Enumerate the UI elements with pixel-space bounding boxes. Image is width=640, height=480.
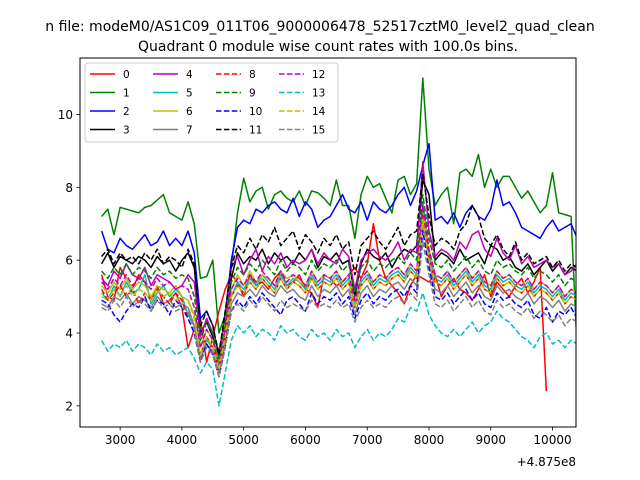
- series-line-12: [101, 204, 576, 367]
- x-tick-label: 5000: [228, 433, 259, 447]
- legend-label-7: 7: [186, 125, 193, 137]
- legend-label-3: 3: [123, 125, 130, 137]
- legend-label-10: 10: [249, 106, 262, 118]
- series-line-13: [100, 292, 576, 407]
- legend-label-15: 15: [312, 125, 325, 137]
- x-tick-label: 4000: [167, 433, 198, 447]
- legend-label-8: 8: [249, 69, 256, 81]
- series-line-4: [101, 161, 576, 352]
- y-tick-label: 10: [58, 108, 73, 122]
- plot-frame: [79, 57, 577, 428]
- y-axis: 2 4 6 8 10: [58, 108, 80, 413]
- series-line-9: [101, 193, 576, 360]
- legend-label-9: 9: [249, 88, 256, 100]
- series-line-14: [101, 219, 576, 371]
- y-tick-label: 4: [65, 327, 73, 341]
- legend-label-5: 5: [186, 88, 193, 100]
- x-tick-label: 3000: [105, 433, 136, 447]
- series-line-7: [101, 222, 576, 374]
- legend-label-11: 11: [249, 125, 262, 137]
- series-line-11: [101, 171, 576, 356]
- series-line-2: [100, 142, 576, 360]
- x-tick-label: 9000: [475, 433, 506, 447]
- x-axis: 3000 4000 5000 6000 7000 8000 9000 10000: [105, 427, 572, 447]
- figure-suptitle: n file: modeM0/AS1C09_011T06_9000006478_…: [45, 19, 594, 35]
- legend-label-14: 14: [312, 106, 326, 118]
- legend-label-13: 13: [312, 88, 325, 100]
- series-layer: [100, 77, 576, 407]
- y-tick-label: 8: [65, 181, 73, 195]
- legend-frame: [84, 62, 339, 143]
- legend-label-6: 6: [186, 106, 193, 118]
- y-tick-label: 6: [65, 254, 73, 268]
- legend-label-2: 2: [123, 106, 130, 118]
- legend-label-1: 1: [123, 88, 130, 100]
- y-tick-label: 2: [65, 399, 73, 413]
- legend-label-12: 12: [312, 69, 325, 81]
- series-line-0: [100, 222, 548, 392]
- x-offset-label: +4.875e8: [517, 455, 576, 469]
- x-tick-label: 7000: [352, 433, 383, 447]
- series-line-3: [100, 179, 576, 371]
- x-tick-label: 10000: [533, 433, 571, 447]
- series-line-5: [101, 201, 576, 367]
- x-tick-label: 8000: [414, 433, 445, 447]
- x-tick-label: 6000: [290, 433, 321, 447]
- legend-label-4: 4: [186, 69, 193, 81]
- series-line-15: [101, 241, 576, 378]
- legend-label-0: 0: [123, 69, 130, 81]
- chart-title: Quadrant 0 module wise count rates with …: [138, 39, 518, 55]
